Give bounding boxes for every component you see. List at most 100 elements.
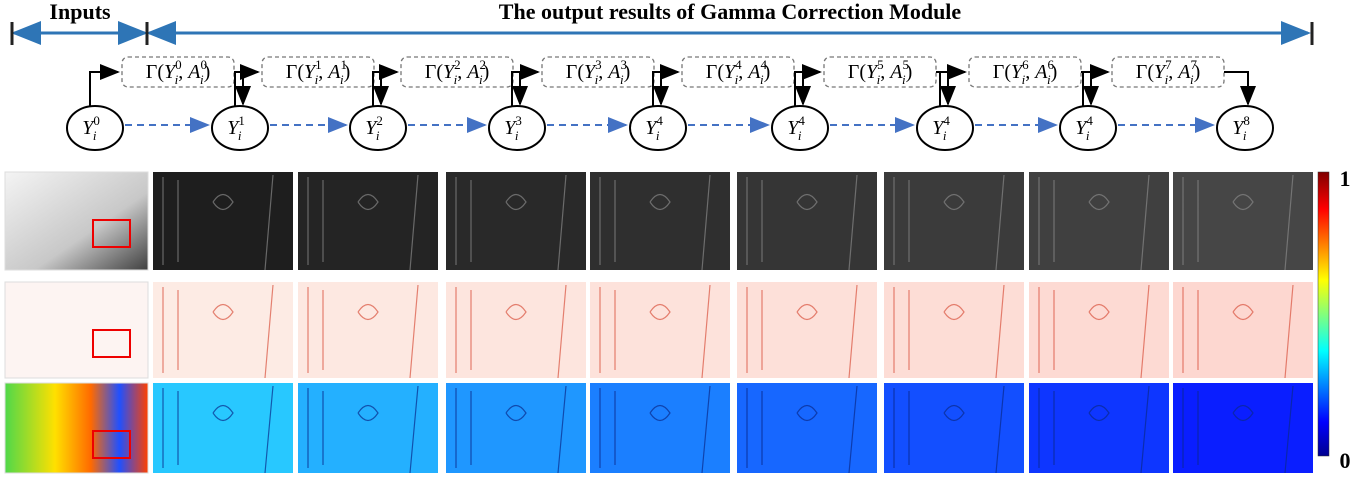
math-sub: i (1243, 128, 1247, 143)
math-sup: 3 (620, 57, 627, 72)
connector (372, 64, 399, 106)
connector (511, 64, 540, 106)
math-symbol: A (1176, 61, 1191, 83)
node-label: Y4i​ (787, 113, 805, 143)
math-sub: i (760, 72, 764, 87)
math-sub: i (902, 72, 906, 87)
math-symbol: A (465, 61, 480, 83)
math-sup: 7 (1165, 57, 1172, 72)
image-detail (1182, 385, 1294, 474)
gamma-box (541, 56, 655, 88)
node (1059, 105, 1117, 151)
gamma-box (968, 56, 1082, 88)
image-detail (746, 284, 858, 379)
math-sup: 5 (877, 57, 884, 72)
gamma-box (681, 56, 795, 88)
colorbar-max: 1 (1340, 166, 1351, 191)
gamma-label: Γ(Y0i​, A0i​) (146, 57, 211, 87)
math-text: ) (344, 61, 351, 83)
math-symbol: Y (1011, 61, 1024, 83)
math-text: ) (483, 61, 490, 83)
image-detail (1038, 385, 1150, 474)
math-symbol: Y (365, 117, 378, 139)
math-symbol: Y (787, 117, 800, 139)
math-sub: i (454, 72, 458, 87)
math-sup: 4 (735, 57, 742, 72)
math-sub: i (1047, 72, 1051, 87)
gamma-box (121, 56, 235, 88)
math-sup: 2 (454, 57, 461, 72)
image-detail (307, 174, 419, 271)
image-detail (893, 284, 1005, 379)
image-detail (455, 284, 567, 379)
math-sub: i (798, 128, 802, 143)
math-sup: 1 (315, 57, 322, 72)
math-sub: i (200, 72, 204, 87)
math-sup: 6 (1047, 57, 1054, 72)
node-label: Y8i​ (1232, 113, 1250, 143)
math-text: ) (624, 61, 631, 83)
connector (939, 64, 967, 106)
math-sub: i (656, 128, 660, 143)
gamma-label: Γ(Y3i​, A3i​) (566, 57, 631, 87)
image-detail (162, 284, 274, 379)
node (1216, 105, 1274, 151)
colorbar (1317, 171, 1330, 457)
node-label: Y4i​ (645, 113, 663, 143)
node (211, 105, 269, 151)
math-sub: i (376, 128, 380, 143)
image-detail (307, 385, 419, 474)
math-sub: i (1165, 72, 1169, 87)
connector (89, 64, 120, 106)
math-sub: i (340, 72, 344, 87)
roi-box (92, 430, 131, 459)
math-sup: 3 (595, 57, 602, 72)
math-symbol: Y (504, 117, 517, 139)
math-sup: 0 (93, 113, 100, 128)
math-symbol: Y (1154, 61, 1167, 83)
math-text: , (1168, 61, 1178, 83)
math-symbol: Y (584, 61, 597, 83)
gamma-box (823, 56, 937, 88)
roi-box (92, 329, 131, 358)
gamma-label: Γ(Y1i​, A1i​) (286, 57, 351, 87)
math-sub: i (620, 72, 624, 87)
math-sub: i (735, 72, 739, 87)
math-text: Γ( (848, 61, 867, 83)
math-sup: 1 (340, 57, 347, 72)
node (916, 105, 974, 151)
math-sub: i (943, 128, 947, 143)
math-text: ) (1051, 61, 1058, 83)
math-text: Γ( (1136, 61, 1155, 83)
connector (373, 71, 389, 106)
math-sup: 4 (798, 113, 805, 128)
connector (653, 71, 669, 106)
image-detail (1038, 284, 1150, 379)
math-text: Γ( (425, 61, 444, 83)
math-symbol: Y (227, 117, 240, 139)
math-text: ) (1194, 61, 1201, 83)
math-text: , (880, 61, 890, 83)
math-text: , (457, 61, 467, 83)
math-sup: 0 (200, 57, 207, 72)
connector (652, 64, 680, 106)
math-sup: 8 (1243, 113, 1250, 128)
math-sub: i (93, 128, 97, 143)
math-sup: 4 (943, 113, 950, 128)
image-detail (893, 174, 1005, 271)
gamma-box (1111, 56, 1225, 88)
roi-box (92, 219, 131, 248)
input-image (4, 382, 149, 474)
node-label: Y4i​ (932, 113, 950, 143)
node-label: Y0i​ (82, 113, 100, 143)
math-sup: 3 (515, 113, 522, 128)
math-text: Γ( (286, 61, 305, 83)
math-text: , (598, 61, 608, 83)
math-sup: 0 (175, 57, 182, 72)
math-sub: i (315, 72, 319, 87)
connector (936, 71, 956, 106)
math-text: ) (906, 61, 913, 83)
math-sup: 4 (656, 113, 663, 128)
math-sub: i (1086, 128, 1090, 143)
